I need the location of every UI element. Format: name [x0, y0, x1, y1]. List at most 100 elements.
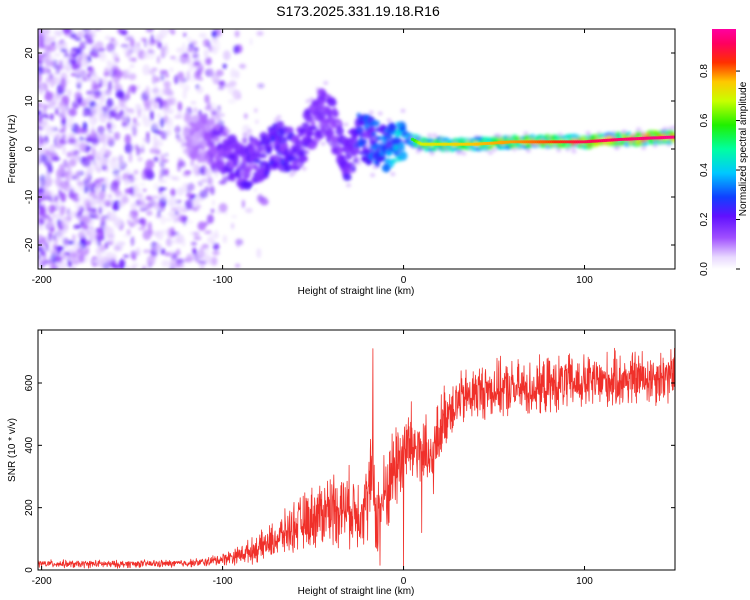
heatmap-cell: [77, 125, 81, 135]
spectrogram-y-tick-label: -10: [24, 189, 35, 204]
heatmap-cell: [203, 38, 210, 48]
heatmap-cell: [61, 206, 65, 211]
heatmap-cell: [625, 131, 632, 136]
heatmap-cell: [60, 217, 69, 228]
heatmap-cell: [222, 234, 228, 244]
heatmap-cell: [124, 134, 132, 145]
heatmap-cell: [153, 183, 159, 191]
heatmap-cell: [571, 149, 577, 154]
heatmap-cell: [235, 70, 240, 79]
heatmap-cell: [94, 193, 98, 199]
heatmap-cell: [90, 130, 96, 138]
heatmap-cell: [182, 52, 189, 58]
heatmap-cell: [96, 156, 102, 161]
heatmap-cell: [62, 145, 66, 155]
heatmap-cell: [210, 208, 215, 213]
heatmap-cell: [317, 111, 326, 120]
heatmap-cell: [186, 36, 191, 43]
snr-y-tick-label: 600: [24, 374, 35, 391]
heatmap-cell: [125, 52, 131, 58]
heatmap-cell: [109, 66, 114, 74]
heatmap-cell: [106, 97, 114, 108]
heatmap-cell: [112, 200, 119, 212]
heatmap-cell: [78, 254, 85, 263]
heatmap-cell: [145, 85, 150, 96]
heatmap-cell: [106, 122, 112, 130]
heatmap-cell: [76, 46, 82, 55]
heatmap-cell: [129, 110, 135, 115]
heatmap-cell: [160, 130, 168, 140]
heatmap-cell: [120, 44, 130, 48]
heatmap-cell: [247, 129, 253, 134]
heatmap-cell: [170, 231, 180, 236]
heatmap-cell: [636, 127, 642, 132]
heatmap-cell: [55, 255, 63, 263]
heatmap-cell: [97, 234, 101, 244]
heatmap-cell: [171, 31, 175, 35]
heatmap-cell: [85, 145, 92, 150]
heatmap-cell: [55, 198, 59, 205]
heatmap-cell: [333, 110, 339, 118]
heatmap-cell: [92, 258, 101, 264]
heatmap-cell: [164, 73, 169, 78]
heatmap-cell: [222, 63, 227, 69]
heatmap-cell: [80, 235, 88, 241]
heatmap-cell: [68, 108, 77, 117]
heatmap-cell: [216, 40, 220, 52]
heatmap-cell: [306, 130, 315, 137]
heatmap-cell: [375, 135, 383, 141]
heatmap-cell: [151, 195, 160, 199]
heatmap-cell: [272, 161, 281, 165]
heatmap-cell: [57, 231, 64, 241]
heatmap-cell: [203, 48, 209, 59]
heatmap-cell: [256, 248, 262, 259]
heatmap-cell: [389, 123, 397, 133]
heatmap-cell: [278, 127, 284, 138]
heatmap-cell: [42, 178, 51, 185]
heatmap-cell: [132, 117, 137, 124]
heatmap-cell: [128, 73, 137, 81]
heatmap-cell: [204, 106, 210, 111]
heatmap-cell: [77, 215, 83, 220]
heatmap-cell: [184, 199, 193, 210]
heatmap-cell: [136, 84, 141, 90]
heatmap-cell: [38, 253, 41, 261]
heatmap-cell: [124, 142, 133, 154]
heatmap-cell: [165, 237, 173, 247]
heatmap-cell: [154, 129, 162, 135]
heatmap-cell: [138, 226, 146, 231]
heatmap-cell: [296, 162, 302, 167]
heatmap-cell: [213, 130, 223, 135]
heatmap-cell: [176, 187, 185, 196]
heatmap-cell: [157, 187, 167, 191]
heatmap-cell: [79, 249, 88, 257]
heatmap-cell: [83, 177, 92, 181]
heatmap-cell: [396, 145, 405, 151]
heatmap-cell: [305, 114, 314, 123]
heatmap-cell: [370, 120, 380, 127]
heatmap-cell: [565, 147, 571, 152]
snr-y-tick-label: 400: [24, 437, 35, 454]
heatmap-cell: [126, 228, 131, 236]
heatmap-cell: [160, 215, 166, 225]
heatmap-cell: [69, 32, 77, 39]
heatmap-cell: [432, 133, 438, 138]
heatmap-cell: [64, 29, 71, 37]
heatmap-cell: [130, 236, 135, 247]
heatmap-cell: [197, 248, 205, 259]
heatmap-cell: [216, 112, 221, 124]
heatmap-cell: [156, 112, 162, 119]
heatmap-cell: [123, 179, 133, 185]
heatmap-cell: [147, 49, 156, 60]
heatmap-cell: [190, 241, 197, 246]
heatmap-cell: [66, 118, 75, 122]
heatmap-cell: [641, 141, 649, 147]
heatmap-cell: [40, 138, 45, 144]
heatmap-cell: [126, 169, 131, 175]
heatmap-cell: [126, 68, 131, 75]
heatmap-cell: [111, 51, 117, 56]
heatmap-cell: [76, 69, 86, 76]
heatmap-cell: [341, 146, 346, 152]
heatmap-cell: [73, 224, 82, 229]
heatmap-cell: [76, 171, 82, 175]
